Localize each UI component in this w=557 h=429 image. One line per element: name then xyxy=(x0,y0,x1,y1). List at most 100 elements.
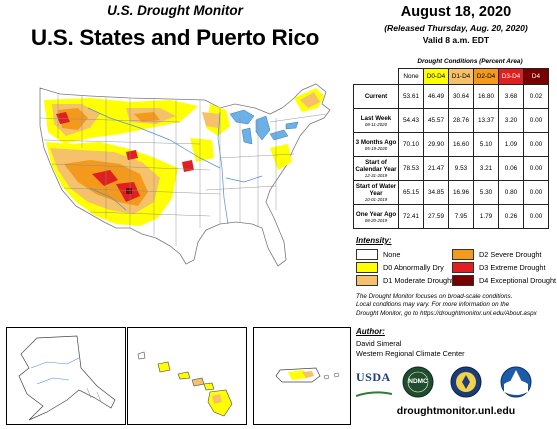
table-cell: 21.47 xyxy=(423,156,449,181)
table-row: One Year Ago 08-20-2019 72.41 27.59 7.95 … xyxy=(353,204,549,229)
table-cell: 5.10 xyxy=(473,132,499,157)
table-row: 3 Months Ago 05-19-2020 70.10 29.90 16.60… xyxy=(353,132,549,157)
row-label-text: Start of Water Year xyxy=(355,183,397,197)
table-cell: 5.30 xyxy=(473,180,499,205)
ndmc-logo: NDMC xyxy=(402,366,434,398)
note-line: Local conditions may vary. For more info… xyxy=(356,301,510,309)
puerto-rico-map xyxy=(275,367,340,383)
hawaii-map xyxy=(137,351,233,417)
table-cell: 45.57 xyxy=(423,108,449,133)
table-caption: Drought Conditions (Percent Area) xyxy=(417,58,523,65)
row-label: One Year Ago 08-20-2019 xyxy=(353,204,399,229)
note-line: Drought Monitor, go to https://droughtmo… xyxy=(356,309,537,317)
row-date: 12-31-2019 xyxy=(364,173,388,178)
commerce-seal-icon xyxy=(450,366,482,398)
table-cell: 34.85 xyxy=(423,180,449,205)
valid-time: Valid 8 a.m. EDT xyxy=(422,35,490,45)
table-row: Start of Calendar Year 12-31-2019 78.53 2… xyxy=(353,156,549,181)
table-cell: 16.80 xyxy=(473,84,499,109)
legend-item-d1: D1 Moderate Drought xyxy=(356,275,453,286)
table-cell: 16.60 xyxy=(448,132,474,157)
table-cell: 28.76 xyxy=(448,108,474,133)
table-cell: 3.21 xyxy=(473,156,499,181)
legend-label: D3 Extreme Drought xyxy=(479,263,546,272)
table-cell: 70.10 xyxy=(398,132,424,157)
row-label-text: Current xyxy=(364,93,388,100)
usda-swoosh-icon xyxy=(355,391,393,397)
table-cell: 0.02 xyxy=(523,84,549,109)
author-org: Western Regional Climate Center xyxy=(356,349,465,358)
row-label-text: One Year Ago xyxy=(355,210,397,218)
commerce-seal xyxy=(450,366,482,398)
website-url[interactable]: droughtmonitor.unl.edu xyxy=(396,405,516,417)
release-date: (Released Thursday, Aug. 20, 2020) xyxy=(384,23,528,33)
col-header-d0-d4: D0-D4 xyxy=(423,68,449,85)
table-cell: 1.09 xyxy=(498,132,524,157)
table-cell: 65.15 xyxy=(398,180,424,205)
usda-logo-text: USDA xyxy=(356,370,391,384)
table-cell: 3.68 xyxy=(498,84,524,109)
col-header-d4: D4 xyxy=(523,68,549,85)
legend-label: None xyxy=(383,250,401,259)
row-label: Start of Water Year 10-01-2019 xyxy=(353,180,399,205)
table-cell: 27.59 xyxy=(423,204,449,229)
table-cell: 29.90 xyxy=(423,132,449,157)
table-cell: 72.41 xyxy=(398,204,424,229)
table-cell: 0.80 xyxy=(498,180,524,205)
col-header-d2-d4: D2-D4 xyxy=(473,68,499,85)
row-date: 05-19-2020 xyxy=(364,145,388,151)
legend-swatch xyxy=(452,275,474,286)
table-cell: 0.00 xyxy=(523,204,549,229)
legend-label: D0 Abnormally Dry xyxy=(383,263,444,272)
great-lakes xyxy=(229,109,299,145)
table-cell: 7.95 xyxy=(448,204,474,229)
table-cell: 13.37 xyxy=(473,108,499,133)
row-date: 08-20-2019 xyxy=(364,217,388,223)
author-title: Author: xyxy=(356,327,385,336)
table-corner xyxy=(354,69,399,85)
row-date: 08-11-2020 xyxy=(364,121,388,127)
table-cell: 53.61 xyxy=(398,84,424,109)
row-label: Last Week 08-11-2020 xyxy=(353,108,399,133)
table-row: Last Week 08-11-2020 54.43 45.57 28.76 13… xyxy=(353,108,549,133)
legend-item-d3: D3 Extreme Drought xyxy=(452,262,546,273)
table-cell: 9.53 xyxy=(448,156,474,181)
author-name: David Simeral xyxy=(356,339,402,348)
row-label-text: 3 Months Ago xyxy=(355,138,397,146)
col-header-d3-d4: D3-D4 xyxy=(498,68,524,85)
table-cell: 16.96 xyxy=(448,180,474,205)
row-label: 3 Months Ago 05-19-2020 xyxy=(353,132,399,157)
col-header-none: None xyxy=(398,68,424,85)
map-title-line2: U.S. States and Puerto Rico xyxy=(30,25,320,50)
drought-conditions-table: None D0-D4 D1-D4 D2-D4 D3-D4 D4 Current … xyxy=(353,68,549,229)
legend-item-d0: D0 Abnormally Dry xyxy=(356,262,444,273)
table-cell: 0.00 xyxy=(523,156,549,181)
table-cell: 30.64 xyxy=(448,84,474,109)
drought-monitor-note: The Drought Monitor focuses on broad-sca… xyxy=(356,293,556,318)
map-date: August 18, 2020 xyxy=(400,4,512,20)
table-cell: 46.49 xyxy=(423,84,449,109)
legend-label: D2 Severe Drought xyxy=(479,250,542,259)
row-label-text: Start of Calendar Year xyxy=(355,159,397,173)
alaska-inset xyxy=(6,327,126,425)
table-row: Start of Water Year 10-01-2019 65.15 34.8… xyxy=(353,180,549,205)
table-cell: 1.79 xyxy=(473,204,499,229)
table-header-row: None D0-D4 D1-D4 D2-D4 D3-D4 D4 xyxy=(354,68,549,85)
legend-title: Intensity: xyxy=(356,236,392,245)
note-line: The Drought Monitor focuses on broad-sca… xyxy=(356,293,513,300)
legend-item-none: None xyxy=(356,249,400,260)
legend-label: D4 Exceptional Drought xyxy=(479,276,557,285)
hawaii-inset xyxy=(127,327,247,425)
legend-swatch xyxy=(356,249,378,260)
row-date: 10-01-2019 xyxy=(364,197,388,202)
noaa-logo-icon xyxy=(500,366,532,398)
legend-item-d2: D2 Severe Drought xyxy=(452,249,541,260)
legend-swatch xyxy=(356,275,378,286)
legend-item-d4: D4 Exceptional Drought xyxy=(452,275,556,286)
table-cell: 0.00 xyxy=(523,132,549,157)
table-cell: 3.20 xyxy=(498,108,524,133)
noaa-logo xyxy=(500,366,532,398)
table-cell: 0.00 xyxy=(523,108,549,133)
usda-logo: USDA xyxy=(355,370,393,397)
legend-swatch xyxy=(356,262,378,273)
